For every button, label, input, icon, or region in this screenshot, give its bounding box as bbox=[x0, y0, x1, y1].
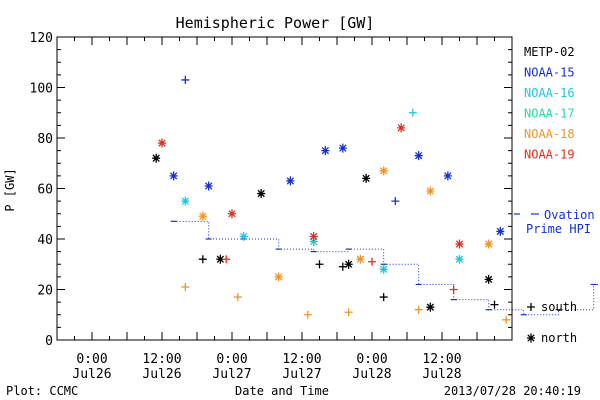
north-marker bbox=[309, 231, 318, 241]
south-marker bbox=[490, 300, 499, 309]
north-marker bbox=[397, 123, 406, 133]
north-marker bbox=[426, 302, 435, 312]
x-tick-label: 12:00 bbox=[282, 352, 321, 367]
south-marker bbox=[379, 293, 388, 302]
ovation-legend-label: Prime HPI bbox=[526, 222, 591, 236]
legend: METP-02 NOAA-15 NOAA-16 NOAA-17 NOAA-18 NOAA-… bbox=[514, 45, 595, 345]
north-marker bbox=[379, 166, 388, 176]
north-marker bbox=[356, 254, 365, 264]
north-marker bbox=[216, 254, 225, 264]
north-marker bbox=[198, 211, 207, 221]
north-marker bbox=[496, 226, 505, 236]
north-marker bbox=[527, 333, 535, 343]
north-marker bbox=[484, 239, 493, 249]
x-tick-label: Jul28 bbox=[422, 367, 461, 382]
south-marker bbox=[181, 282, 190, 291]
legend-entry: NOAA-18 bbox=[524, 127, 575, 141]
plot-credit: Plot: CCMC bbox=[6, 384, 78, 398]
south-marker bbox=[368, 257, 376, 266]
y-axis-label: P [GW] bbox=[3, 168, 17, 211]
north-marker bbox=[274, 272, 283, 282]
north-marker bbox=[338, 143, 347, 153]
y-tick-label: 0 bbox=[45, 334, 53, 349]
plot-timestamp: 2013/07/28 20:40:19 bbox=[444, 384, 581, 398]
x-tick-label: 0:00 bbox=[76, 352, 107, 367]
north-marker bbox=[455, 239, 464, 249]
x-tick-label: 0:00 bbox=[216, 352, 247, 367]
south-marker bbox=[502, 315, 511, 324]
north-marker bbox=[443, 171, 452, 181]
legend-entry: NOAA-19 bbox=[524, 148, 575, 162]
north-marker bbox=[484, 274, 493, 284]
north-marker bbox=[204, 181, 213, 191]
legend-entry: NOAA-17 bbox=[524, 107, 575, 121]
north-marker bbox=[181, 196, 190, 206]
south-marker bbox=[222, 255, 231, 264]
y-tick-label: 20 bbox=[37, 284, 53, 299]
south-marker bbox=[344, 308, 353, 317]
south-marker bbox=[181, 75, 190, 84]
symbol-legend-label: north bbox=[541, 331, 577, 345]
ovation-legend-label: Ovation bbox=[544, 208, 595, 222]
north-marker bbox=[321, 146, 330, 156]
y-tick-label: 100 bbox=[30, 82, 53, 97]
north-marker bbox=[152, 153, 161, 163]
north-marker bbox=[362, 173, 371, 183]
south-marker bbox=[338, 262, 347, 271]
south-marker bbox=[449, 285, 458, 294]
x-tick-label: Jul27 bbox=[282, 367, 321, 382]
y-tick-label: 80 bbox=[37, 132, 53, 147]
north-marker bbox=[379, 264, 388, 274]
x-tick-label: 12:00 bbox=[142, 352, 181, 367]
south-marker bbox=[527, 303, 535, 311]
south-marker bbox=[198, 255, 207, 264]
south-marker bbox=[408, 108, 417, 117]
north-marker bbox=[257, 189, 266, 199]
south-marker bbox=[391, 197, 400, 206]
symbol-legend-label: south bbox=[541, 300, 577, 314]
x-tick-label: Jul26 bbox=[72, 367, 111, 382]
plot-area: 0204060801001200:00Jul2612:00Jul260:00Ju… bbox=[30, 31, 600, 382]
south-marker bbox=[233, 293, 242, 302]
x-axis-label: Date and Time bbox=[235, 384, 329, 398]
x-tick-label: Jul28 bbox=[352, 367, 391, 382]
north-marker bbox=[158, 138, 166, 148]
south-marker bbox=[414, 305, 423, 314]
north-marker bbox=[344, 259, 353, 269]
legend-entry: METP-02 bbox=[524, 45, 575, 59]
north-marker bbox=[414, 151, 423, 161]
north-marker bbox=[169, 171, 178, 181]
x-tick-label: 0:00 bbox=[356, 352, 387, 367]
north-marker bbox=[239, 231, 248, 241]
north-marker bbox=[455, 254, 464, 264]
legend-entry: NOAA-16 bbox=[524, 86, 575, 100]
north-marker bbox=[286, 176, 295, 186]
x-tick-label: Jul27 bbox=[212, 367, 251, 382]
north-marker bbox=[228, 209, 236, 219]
y-tick-label: 60 bbox=[37, 183, 53, 198]
south-marker bbox=[315, 260, 324, 269]
north-marker bbox=[309, 237, 318, 247]
chart-title: Hemispheric Power [GW] bbox=[176, 14, 375, 32]
north-marker bbox=[426, 186, 435, 196]
x-tick-label: Jul26 bbox=[142, 367, 181, 382]
plot-frame bbox=[56, 36, 513, 341]
y-tick-label: 120 bbox=[30, 31, 53, 46]
south-marker bbox=[303, 310, 312, 319]
legend-entry: NOAA-15 bbox=[524, 66, 575, 80]
x-tick-label: 12:00 bbox=[422, 352, 461, 367]
y-tick-label: 40 bbox=[37, 233, 53, 248]
